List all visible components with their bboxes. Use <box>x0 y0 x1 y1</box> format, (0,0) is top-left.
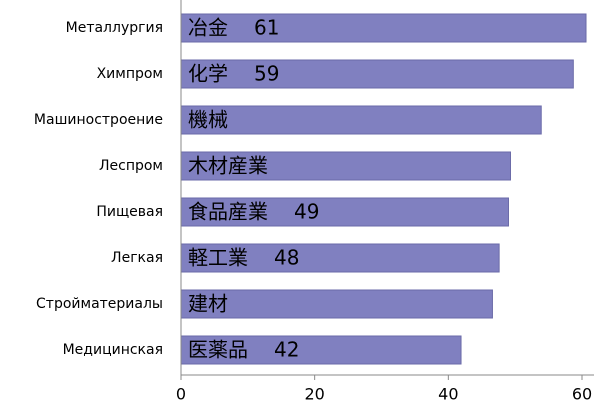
bar <box>180 243 500 273</box>
value-label: 42 <box>274 338 299 362</box>
bar-label: 化学 <box>188 62 228 86</box>
bar-label: 軽工業 <box>188 246 248 270</box>
value-label: 49 <box>294 200 319 224</box>
bar-label: 医薬品 <box>188 338 248 362</box>
bar <box>180 59 574 89</box>
value-label: 61 <box>254 16 279 40</box>
bar <box>180 335 462 365</box>
bar <box>180 151 511 181</box>
category-label: Стройматериалы <box>36 296 163 312</box>
value-label: 48 <box>274 246 299 270</box>
category-label: Медицинская <box>63 342 163 358</box>
bar-label: 建材 <box>188 292 228 316</box>
bar-label: 木材産業 <box>188 154 268 178</box>
category-label: Леспром <box>99 158 163 174</box>
bar <box>180 289 493 319</box>
category-label: Легкая <box>111 250 163 266</box>
bar-label: 機械 <box>188 108 228 132</box>
category-label: Химпром <box>97 66 163 82</box>
x-tick-label: 40 <box>438 385 458 404</box>
x-tick-label: 0 <box>176 385 186 404</box>
x-tick-label: 20 <box>304 385 324 404</box>
bar <box>180 13 587 43</box>
bar <box>180 197 509 227</box>
category-label: Пищевая <box>96 204 163 220</box>
x-tick-label: 60 <box>572 385 592 404</box>
bar-label: 食品産業 <box>188 200 268 224</box>
category-label: Металлургия <box>66 20 163 36</box>
bar <box>180 105 542 135</box>
bar-label: 冶金 <box>188 16 228 40</box>
category-label: Машиностроение <box>34 112 163 128</box>
value-label: 59 <box>254 62 279 86</box>
